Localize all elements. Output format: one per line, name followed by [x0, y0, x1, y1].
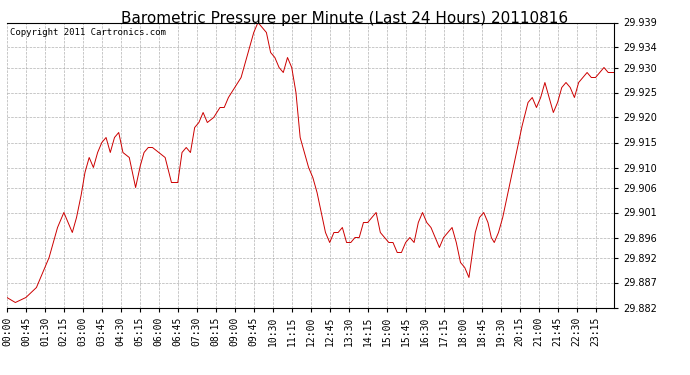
Text: Copyright 2011 Cartronics.com: Copyright 2011 Cartronics.com: [10, 28, 166, 37]
Text: Barometric Pressure per Minute (Last 24 Hours) 20110816: Barometric Pressure per Minute (Last 24 …: [121, 11, 569, 26]
